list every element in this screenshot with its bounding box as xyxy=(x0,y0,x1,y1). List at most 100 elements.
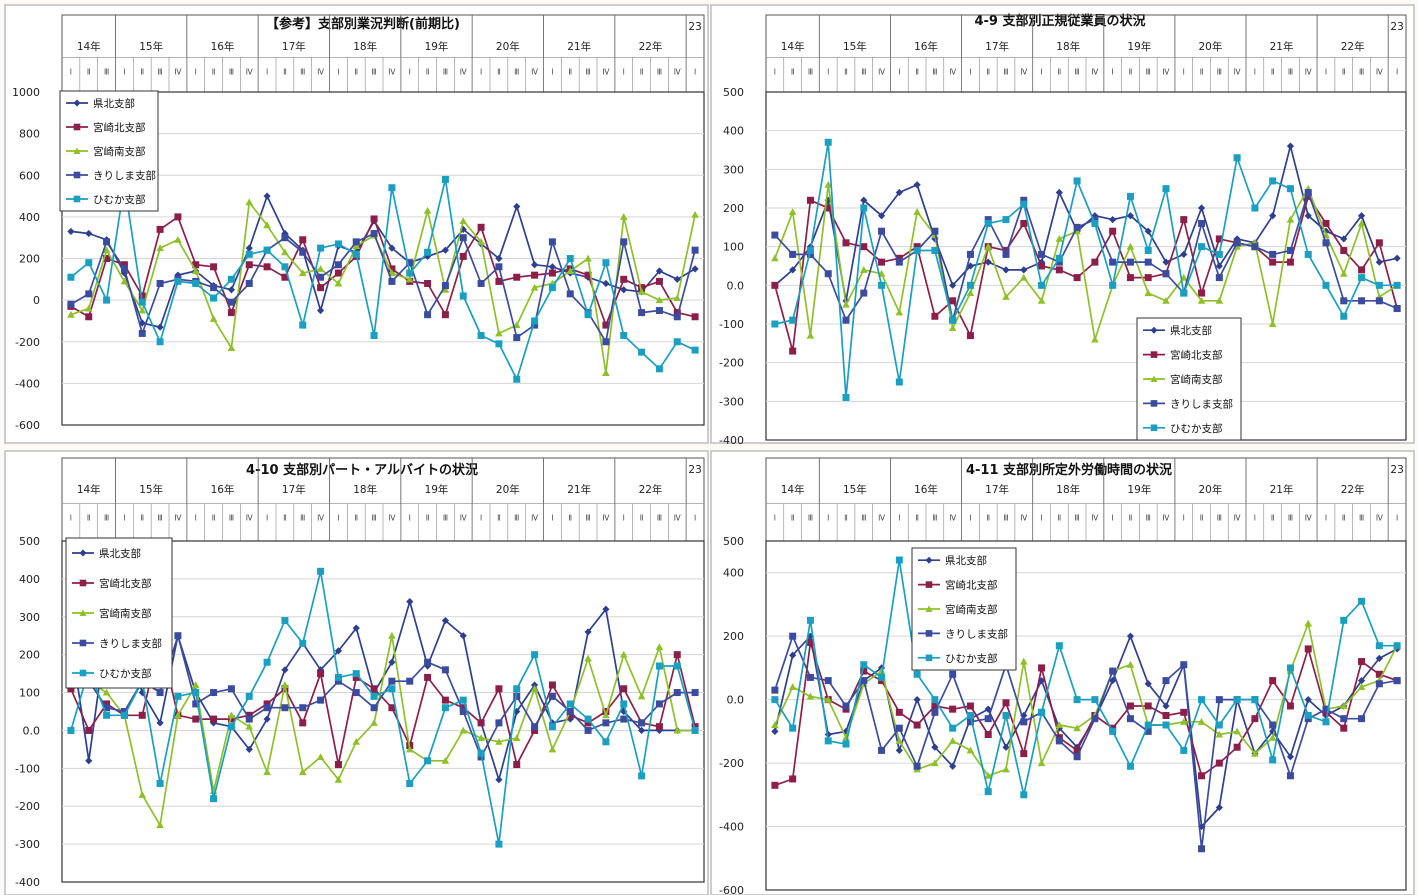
data-point xyxy=(1180,746,1188,754)
data-point xyxy=(566,290,574,298)
data-point xyxy=(655,365,663,373)
legend-label: 県北支部 xyxy=(99,547,141,560)
data-point xyxy=(966,702,974,710)
data-point xyxy=(388,704,396,712)
legend-marker xyxy=(925,581,933,588)
data-point xyxy=(584,654,592,662)
year-label: 14年 xyxy=(77,40,101,53)
data-point xyxy=(67,300,75,308)
year-label: 16年 xyxy=(211,40,235,53)
legend-label: 県北支部 xyxy=(93,97,135,110)
data-point xyxy=(174,711,182,719)
y-tick-label: -200 xyxy=(719,357,744,370)
data-point xyxy=(638,719,646,727)
data-point xyxy=(423,206,432,214)
data-point xyxy=(949,705,957,713)
data-point xyxy=(673,726,682,734)
data-point xyxy=(406,598,414,606)
data-point xyxy=(584,271,592,279)
data-point xyxy=(1215,274,1223,282)
data-point xyxy=(370,704,378,712)
data-point xyxy=(210,689,218,697)
data-point xyxy=(1109,227,1117,235)
data-point xyxy=(1286,142,1295,150)
data-point xyxy=(352,689,360,697)
data-point xyxy=(620,715,628,723)
data-point xyxy=(317,244,325,252)
quarter-label: Ⅰ xyxy=(409,514,411,523)
data-point xyxy=(423,252,432,261)
quarter-label: Ⅰ xyxy=(123,67,125,76)
data-point xyxy=(548,719,557,727)
data-point xyxy=(263,715,271,723)
year-label: 18年 xyxy=(353,40,377,53)
data-point xyxy=(406,779,414,787)
data-point xyxy=(548,238,556,246)
data-point xyxy=(842,393,850,401)
data-point xyxy=(1162,258,1170,266)
data-point xyxy=(388,631,396,639)
data-point xyxy=(299,704,307,712)
legend-marker xyxy=(79,549,87,557)
data-point xyxy=(316,666,325,674)
data-point xyxy=(806,196,814,204)
data-point xyxy=(120,265,128,273)
data-point xyxy=(227,298,235,306)
quarter-label: Ⅱ xyxy=(791,514,795,523)
data-point xyxy=(1358,274,1366,282)
data-point xyxy=(1215,262,1223,270)
year-label: 21年 xyxy=(567,40,591,53)
data-point xyxy=(513,685,521,693)
data-point xyxy=(913,208,921,215)
data-point xyxy=(102,688,111,696)
data-point xyxy=(1304,712,1312,719)
data-point xyxy=(637,692,646,700)
data-point xyxy=(878,673,886,681)
data-point xyxy=(459,217,468,225)
data-point xyxy=(771,254,779,262)
data-point xyxy=(477,238,485,245)
quarter-label: Ⅲ xyxy=(861,514,866,523)
legend-marker xyxy=(1150,400,1158,407)
data-point xyxy=(1198,772,1206,780)
data-point xyxy=(931,708,939,716)
data-point xyxy=(1144,247,1152,255)
quarter-label: Ⅱ xyxy=(640,67,644,76)
data-point xyxy=(1340,312,1348,320)
data-point xyxy=(1251,204,1259,212)
data-point xyxy=(263,700,271,708)
y-tick-label: -200 xyxy=(719,757,744,770)
data-point xyxy=(334,775,343,783)
data-point xyxy=(370,215,378,223)
data-point xyxy=(263,704,271,712)
data-point xyxy=(85,290,93,298)
data-point xyxy=(156,323,164,331)
data-point xyxy=(227,711,236,719)
year-label: 18年 xyxy=(1056,483,1080,496)
data-point xyxy=(156,689,164,697)
quarter-label: Ⅳ xyxy=(317,67,324,76)
data-point xyxy=(1180,289,1188,297)
y-tick-label: 200 xyxy=(723,630,744,643)
data-point xyxy=(1109,216,1117,224)
data-point xyxy=(788,683,797,690)
data-point xyxy=(495,254,503,263)
quarter-label: Ⅰ xyxy=(70,67,72,76)
data-point xyxy=(1375,670,1383,678)
data-point xyxy=(531,271,539,279)
data-point xyxy=(227,715,235,723)
quarter-label: Ⅱ xyxy=(1129,514,1133,523)
data-point xyxy=(477,279,485,287)
quarter-label: Ⅲ xyxy=(157,514,162,523)
data-point xyxy=(388,244,396,252)
data-point xyxy=(370,719,378,726)
y-tick-label: -300 xyxy=(719,395,744,408)
year-label: 20年 xyxy=(1199,483,1223,496)
data-point xyxy=(441,246,450,254)
data-point xyxy=(245,692,253,700)
data-point xyxy=(584,719,592,727)
data-point xyxy=(895,188,903,197)
data-point xyxy=(192,689,200,697)
data-point xyxy=(210,284,218,292)
data-point xyxy=(405,745,414,753)
